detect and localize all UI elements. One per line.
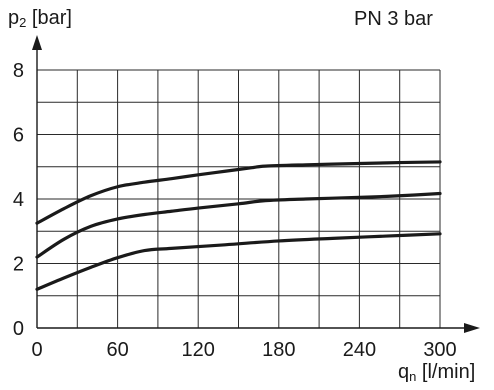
x-tick-label: 0 bbox=[31, 339, 42, 361]
series-line-2 bbox=[35, 191, 442, 259]
x-tick-label: 180 bbox=[262, 339, 295, 361]
series-line-1 bbox=[35, 160, 442, 225]
tick-labels: 0 60 120 180 240 300 0 2 4 6 8 bbox=[13, 60, 457, 361]
x-tick-label: 120 bbox=[182, 339, 215, 361]
series-group bbox=[35, 160, 442, 291]
y-tick-label: 6 bbox=[13, 125, 24, 147]
x-axis-arrow bbox=[464, 323, 480, 333]
y-axis-arrow bbox=[32, 35, 42, 50]
series-line-3 bbox=[35, 232, 442, 291]
x-tick-label: 240 bbox=[343, 339, 376, 361]
x-axis-label: qn [l/min] bbox=[398, 361, 476, 384]
grid bbox=[37, 69, 441, 328]
x-tick-label: 60 bbox=[106, 339, 128, 361]
y-tick-label: 8 bbox=[13, 60, 24, 82]
axes bbox=[32, 35, 480, 333]
x-tick-label: 300 bbox=[423, 339, 456, 361]
y-tick-label: 0 bbox=[13, 318, 24, 340]
y-tick-label: 4 bbox=[13, 189, 24, 211]
y-axis-label: p2 [bar] bbox=[8, 7, 72, 30]
pressure-annotation: PN 3 bar bbox=[354, 8, 433, 30]
y-tick-label: 2 bbox=[13, 254, 24, 276]
